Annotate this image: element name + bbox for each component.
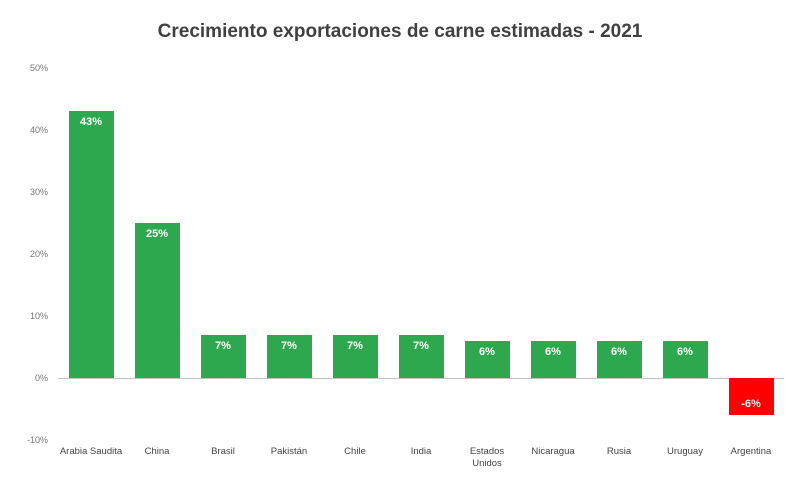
bar-value-label: 7% [281, 339, 297, 352]
chart-title: Crecimiento exportaciones de carne estim… [157, 21, 643, 42]
x-axis-label: China [144, 446, 170, 457]
y-axis-label: 10% [29, 311, 48, 321]
bar-value-label: 6% [677, 345, 693, 358]
bar: 7% [266, 334, 312, 378]
bar-value-label: 25% [145, 228, 169, 240]
bar-value-label: 7% [413, 339, 429, 352]
plot-area: 43% 25% 7% 7% 7% 7% 6% 6% 6% 6% -6% [58, 68, 784, 440]
x-axis: Arabia Saudita China Brasil Pakistán Chile In… [58, 446, 784, 486]
x-axis-label: Brasil [211, 446, 235, 457]
x-axis-label: Rusia [606, 446, 632, 457]
x-axis-label: Estados Unidos [469, 446, 505, 469]
x-axis-label: India [410, 446, 432, 457]
x-axis-label: Arabia Saudita [59, 446, 123, 457]
bar: 43% [68, 111, 114, 378]
x-axis-label: Chile [344, 446, 366, 457]
bar-value-label: 7% [215, 339, 231, 352]
bar: 6% [596, 340, 642, 378]
y-axis-label: 0% [34, 373, 48, 383]
zero-baseline [58, 378, 784, 379]
x-axis-label: Uruguay [667, 446, 703, 457]
x-axis-label: Nicaragua [531, 446, 575, 457]
bar-value-label: -6% [741, 398, 761, 411]
bar-value-label: 6% [545, 345, 561, 358]
y-axis-label: -10% [26, 435, 48, 445]
bar: 7% [332, 334, 378, 378]
y-axis: 50% 40% 30% 20% 10% 0% -10% [0, 63, 48, 445]
bar: 6% [530, 340, 576, 378]
x-axis-label: Pakistán [270, 446, 308, 457]
bar: 6% [464, 340, 510, 378]
bar-value-label: 6% [611, 345, 627, 358]
bar: 7% [200, 334, 246, 378]
bar: 6% [662, 340, 708, 378]
bar: 7% [398, 334, 444, 378]
y-axis-label: 50% [29, 63, 48, 73]
bar: -6% [728, 378, 774, 416]
y-axis-label: 40% [29, 125, 48, 135]
bar-value-label: 7% [347, 339, 363, 352]
y-axis-label: 20% [29, 249, 48, 259]
bar: 25% [134, 223, 180, 378]
y-axis-label: 30% [29, 187, 48, 197]
bar-value-label: 43% [79, 116, 103, 129]
bar-value-label: 6% [479, 345, 495, 358]
x-axis-label: Argentina [730, 446, 772, 457]
